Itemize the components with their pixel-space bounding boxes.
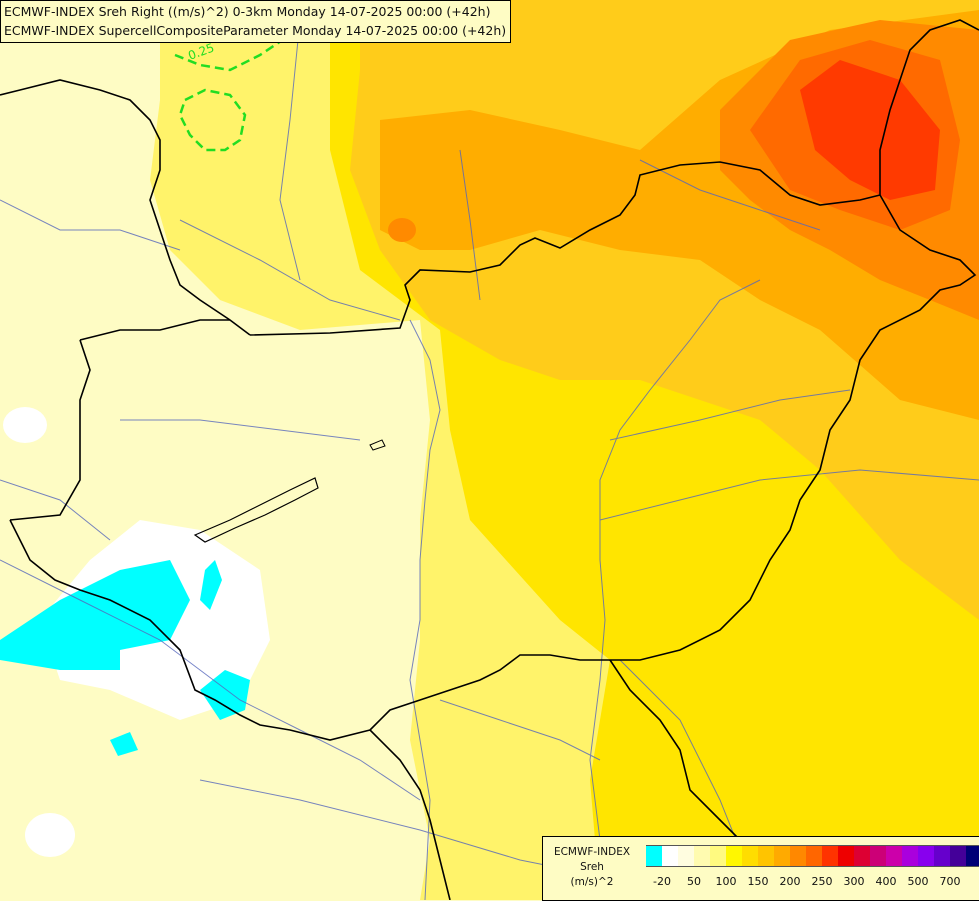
legend-swatch: [950, 846, 966, 866]
border-austria-hungary: [0, 79, 251, 336]
legend-tick-label: 50: [687, 875, 701, 888]
legend-swatch: [870, 846, 886, 866]
border-serbia-romania: [609, 659, 741, 841]
legend-tick-label: 700: [939, 875, 961, 888]
legend-swatch: [742, 846, 758, 866]
legend-swatch: [726, 846, 742, 866]
border-hungary-croatia: [9, 519, 371, 741]
border-south-west: [369, 729, 451, 900]
legend-tick-label: -20: [653, 875, 671, 888]
legend-tick-label: 500: [907, 875, 929, 888]
map-title-box: ECMWF-INDEX Sreh Right ((m/s)^2) 0-3km M…: [0, 0, 512, 43]
river-drava: [0, 559, 421, 801]
legend-swatch: [774, 846, 790, 866]
legend-title-1: ECMWF-INDEX: [553, 846, 631, 858]
legend-tick-label: 250: [811, 875, 833, 888]
helicity-zone-cyan: [0, 560, 190, 670]
helicity-zone-cyan-2: [200, 670, 250, 720]
helicity-blob-west: [388, 218, 416, 242]
legend-swatch: [662, 846, 678, 866]
legend-titles: ECMWF-INDEX Sreh (m/s)^2: [543, 845, 641, 890]
legend-swatch: [710, 846, 726, 866]
river-tisza: [589, 279, 761, 841]
river-vah: [279, 19, 301, 281]
legend-tick-label: 400: [875, 875, 897, 888]
scp-contour-inner: [178, 88, 247, 152]
river-raab: [120, 419, 361, 441]
helicity-white-spot-2: [25, 813, 75, 857]
river-west-b: [0, 479, 111, 541]
legend-swatch: [838, 846, 854, 866]
river-north: [179, 219, 401, 321]
helicity-zone-red-core: [800, 60, 940, 200]
legend-swatch: [886, 846, 902, 866]
border-slovenia-croatia: [9, 339, 91, 521]
legend-tick-label: 300: [843, 875, 865, 888]
border-romania-ukraine: [879, 19, 979, 195]
legend-swatch: [822, 846, 838, 866]
river-koros: [609, 389, 851, 441]
legend-swatches: [646, 845, 979, 867]
title-line-2: ECMWF-INDEX SupercellCompositeParameter …: [4, 23, 507, 38]
river-danube: [409, 319, 441, 900]
river-east-slovak: [639, 159, 821, 231]
legend-swatch: [966, 846, 979, 866]
legend-swatch: [790, 846, 806, 866]
legend-tick-label: 100: [715, 875, 737, 888]
river-mures: [599, 469, 979, 521]
river-south-a: [439, 699, 601, 761]
river-hron: [459, 149, 481, 301]
rivers: [0, 19, 979, 900]
lake-small: [369, 439, 386, 451]
legend-tick-labels: -20 50 100 150 200 250 300 400 500 700: [646, 875, 966, 891]
title-line-1: ECMWF-INDEX Sreh Right ((m/s)^2) 0-3km M…: [4, 4, 491, 19]
legend-swatch: [918, 846, 934, 866]
legend-unit: (m/s)^2: [570, 876, 614, 888]
legend-swatch: [806, 846, 822, 866]
helicity-zone-cyan-3: [200, 560, 222, 610]
river-west-a: [0, 199, 181, 251]
color-legend: ECMWF-INDEX Sreh (m/s)^2 -20 50 100 150 200 2…: [542, 836, 979, 901]
country-borders: [0, 19, 979, 900]
border-slovakia-hungary: [249, 161, 881, 336]
legend-swatch: [758, 846, 774, 866]
legend-swatch: [854, 846, 870, 866]
border-hungary-serbia: [369, 654, 610, 731]
legend-tick-label: 200: [779, 875, 801, 888]
legend-swatch: [902, 846, 918, 866]
legend-swatch: [694, 846, 710, 866]
border-austria-slovenia: [79, 319, 230, 341]
lake-balaton: [193, 477, 319, 543]
legend-swatch: [934, 846, 950, 866]
helicity-zone-cyan-4: [110, 732, 138, 756]
border-hungary-romania: [610, 194, 977, 661]
legend-swatch: [678, 846, 694, 866]
legend-tick-label: 150: [747, 875, 769, 888]
helicity-white-spot: [3, 407, 47, 443]
legend-title-2: Sreh: [580, 861, 604, 873]
legend-swatch: [646, 846, 662, 866]
